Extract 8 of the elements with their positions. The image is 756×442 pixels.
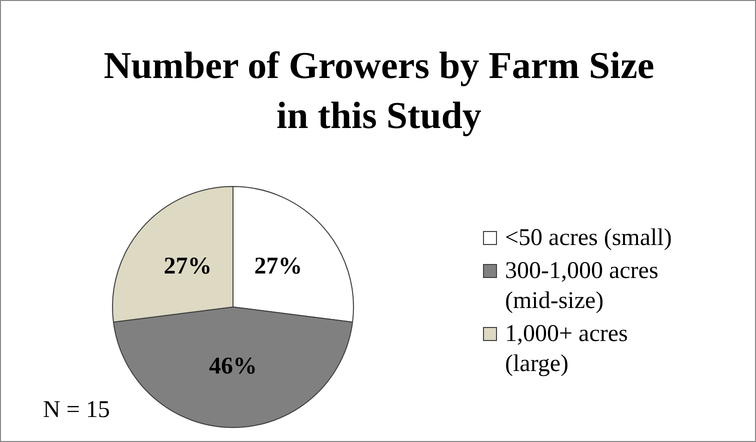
- data-label: 27%: [254, 253, 302, 280]
- legend-label: 300-1,000 acres (mid-size): [504, 257, 660, 316]
- data-label: 27%: [164, 253, 212, 280]
- chart-title: Number of Growers by Farm Size in this Study: [102, 44, 656, 139]
- text: N = 15: [43, 397, 110, 424]
- legend-label: 1,000+ acres (large): [504, 320, 629, 379]
- legend-label: <50 acres (small): [504, 224, 673, 253]
- data-label: 46%: [209, 353, 257, 380]
